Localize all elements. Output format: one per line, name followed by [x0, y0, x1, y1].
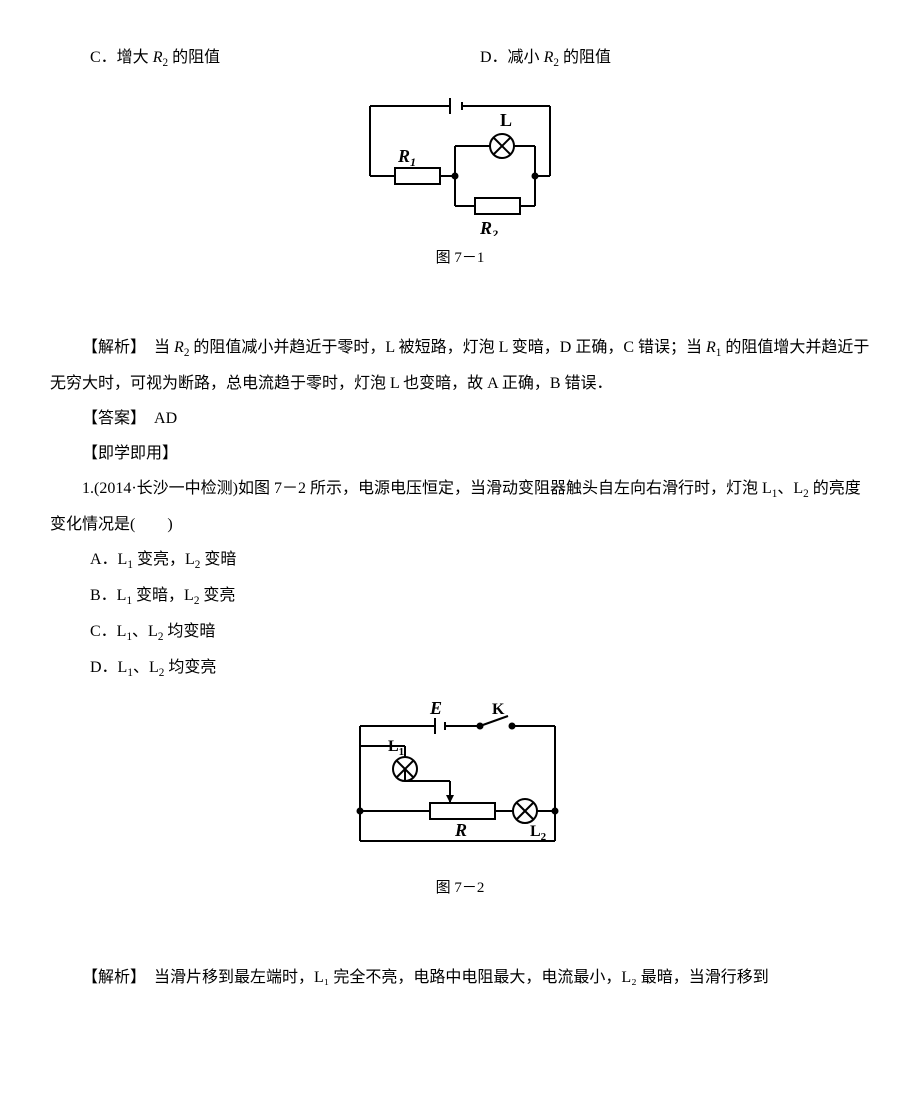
analysis-1-r1: R: [706, 339, 716, 356]
q1-c-mid: 、L: [132, 623, 158, 640]
option-c-var: R: [153, 49, 163, 66]
q1-b-tail: 变亮: [199, 587, 235, 604]
q1-a-mid: 变亮，L: [133, 551, 195, 568]
q1-option-d: D．L1、L2 均变亮: [90, 650, 870, 686]
practice-label: 【即学即用】: [50, 436, 870, 471]
practice-label-text: 【即学即用】: [82, 445, 178, 462]
q1-c-pre: C．L: [90, 623, 126, 640]
q1-b-mid: 变暗，L: [132, 587, 194, 604]
q1-option-b: B．L1 变暗，L2 变亮: [90, 578, 870, 614]
answer-1-value: AD: [138, 410, 177, 427]
q1-option-c: C．L1、L2 均变暗: [90, 614, 870, 650]
svg-text:L1: L1: [388, 738, 404, 758]
option-d-var: R: [544, 49, 554, 66]
option-c-tail: 的阻值: [168, 49, 220, 66]
analysis-1: 【解析】 当 R2 的阻值减小并趋近于零时，L 被短路，灯泡 L 变暗，D 正确…: [50, 330, 870, 401]
analysis-1-a: 当: [138, 339, 174, 356]
fig1-r1-sub: 1: [410, 155, 416, 169]
figure-7-1: R1 L R2 图 7－1: [50, 86, 870, 275]
svg-text:R1: R1: [397, 146, 416, 169]
option-d-pre: D．减小: [480, 49, 544, 66]
fig2-l1-sub: 1: [399, 746, 405, 758]
q1-c-tail: 均变暗: [163, 623, 215, 640]
fig1-r2-sub: 2: [491, 227, 498, 236]
q1-a-tail: 变暗: [200, 551, 236, 568]
q1-stem: 1.(2014·长沙一中检测)如图 7－2 所示，电源电压恒定，当滑动变阻器触头…: [50, 471, 870, 542]
q1-a-pre: A．L: [90, 551, 127, 568]
option-row-cd: C．增大 R2 的阻值 D．减小 R2 的阻值: [50, 40, 870, 76]
analysis-1-r2: R: [174, 339, 184, 356]
analysis-2-label: 【解析】: [82, 969, 138, 986]
fig2-l1-label: L: [388, 738, 399, 755]
option-d-tail: 的阻值: [559, 49, 611, 66]
answer-1: 【答案】 AD: [50, 401, 870, 436]
analysis-2: 【解析】 当滑片移到最左端时，L₁ 完全不亮，电路中电阻最大，电流最小，L₂ 最…: [50, 960, 870, 995]
option-c: C．增大 R2 的阻值: [90, 40, 480, 76]
analysis-2-text: 当滑片移到最左端时，L₁ 完全不亮，电路中电阻最大，电流最小，L₂ 最暗，当滑行…: [138, 969, 769, 986]
q1-d-tail: 均变亮: [164, 659, 216, 676]
answer-1-label: 【答案】: [82, 410, 138, 427]
fig1-r1-label: R: [397, 146, 410, 166]
svg-text:R2: R2: [479, 218, 498, 236]
fig2-l2-sub: 2: [541, 831, 547, 843]
fig1-r2-label: R: [479, 218, 492, 236]
fig2-l2-label: L: [530, 823, 541, 840]
circuit-diagram-2: E K L1 L2 R: [330, 696, 590, 866]
q1-mid: 、L: [777, 480, 803, 497]
q1-d-mid: 、L: [133, 659, 159, 676]
circuit-diagram-1: R1 L R2: [340, 86, 580, 236]
analysis-1-b: 的阻值减小并趋近于零时，L 被短路，灯泡 L 变暗，D 正确，C 错误；当: [189, 339, 706, 356]
fig2-k-label: K: [492, 701, 505, 718]
q1-stem-a: 1.(2014·长沙一中检测)如图 7－2 所示，电源电压恒定，当滑动变阻器触头…: [82, 480, 772, 497]
option-d: D．减小 R2 的阻值: [480, 40, 870, 76]
q1-option-a: A．L1 变亮，L2 变暗: [90, 542, 870, 578]
figure-7-2-caption: 图 7－2: [50, 872, 870, 905]
analysis-1-label: 【解析】: [82, 339, 138, 356]
option-c-pre: C．增大: [90, 49, 153, 66]
figure-7-1-caption: 图 7－1: [50, 242, 870, 275]
fig1-l-label: L: [500, 110, 512, 130]
q1-b-pre: B．L: [90, 587, 126, 604]
figure-7-2: E K L1 L2 R 图 7－2: [50, 696, 870, 905]
fig2-r-label: R: [454, 820, 467, 840]
fig2-e-label: E: [429, 698, 442, 718]
q1-d-pre: D．L: [90, 659, 127, 676]
